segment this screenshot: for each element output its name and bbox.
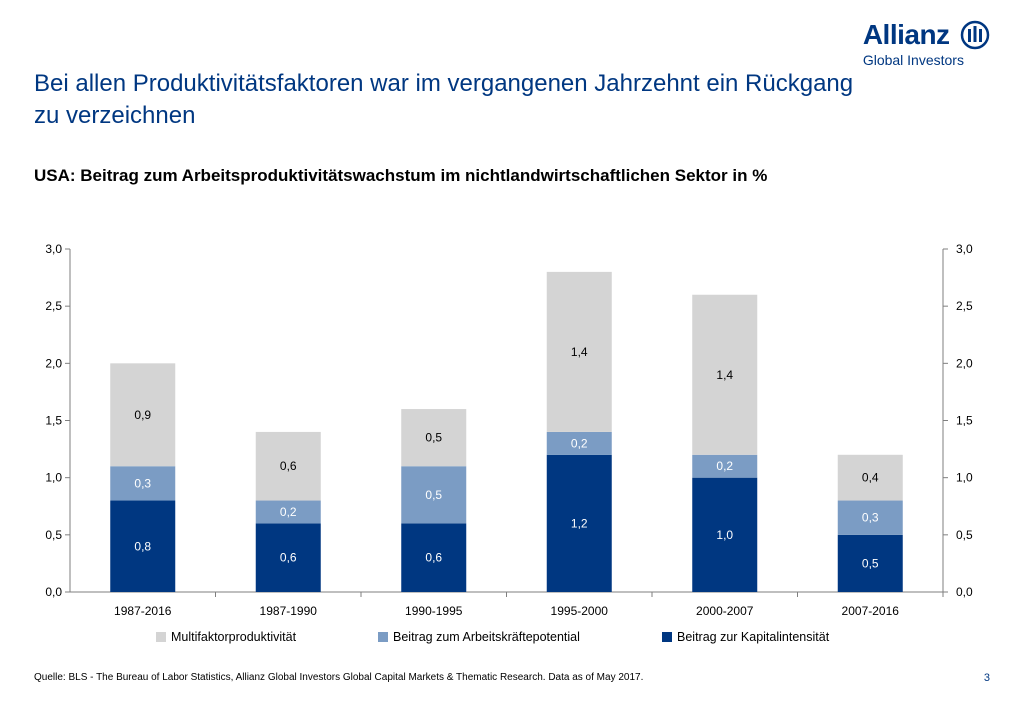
bar-segment [546,431,612,455]
bar-segment [255,431,321,501]
bar-segment [110,500,176,592]
y-tick-label-right: 0,5 [956,528,973,542]
y-tick-label-left: 3,0 [45,242,62,256]
bar-segment [692,454,758,478]
y-tick-label-left: 1,5 [45,414,62,428]
y-tick-label-right: 1,5 [956,414,973,428]
bar-data-label: 1,0 [716,528,733,542]
allianz-eagle-icon [960,20,990,50]
slide-title: Bei allen Produktivitätsfaktoren war im … [34,70,854,129]
bar-data-label: 0,5 [425,431,442,445]
y-tick-label-right: 2,5 [956,299,973,313]
bar-segment [837,454,903,501]
source-note: Quelle: BLS - The Bureau of Labor Statis… [34,672,644,683]
bar-segment [401,523,467,592]
bar-data-label: 0,6 [280,551,297,565]
y-tick-label-left: 2,0 [45,356,62,370]
legend-label: Multifaktorproduktivität [171,630,297,644]
bar-data-label: 0,2 [571,436,588,450]
bar-data-label: 0,3 [134,476,151,490]
legend-swatch [662,632,672,642]
y-tick-label-right: 3,0 [956,242,973,256]
legend-swatch [378,632,388,642]
y-tick-label-left: 0,5 [45,528,62,542]
bar-data-label: 0,5 [425,488,442,502]
bar-data-label: 1,2 [571,516,588,530]
allianz-logo: Allianz Global Investors [863,20,990,68]
legend-swatch [156,632,166,642]
x-tick-label: 1987-2016 [114,604,172,618]
bar-data-label: 0,2 [716,459,733,473]
y-tick-label-right: 0,0 [956,585,973,599]
bar-data-label: 0,9 [134,408,151,422]
bar-segment [546,271,612,432]
logo-brand: Allianz [862,19,950,50]
bar-data-label: 0,6 [425,551,442,565]
y-tick-label-left: 1,0 [45,471,62,485]
y-tick-label-right: 1,0 [956,471,973,485]
x-tick-label: 1995-2000 [551,604,609,618]
y-tick-label-left: 0,0 [45,585,62,599]
bar-segment [837,534,903,592]
bar-data-label: 0,3 [862,511,879,525]
bar-segment [692,294,758,455]
x-tick-label: 2000-2007 [696,604,754,618]
bar-segment [546,454,612,592]
bar-data-label: 0,6 [280,459,297,473]
bar-segment [692,477,758,592]
bar-segment [110,466,176,501]
y-tick-label-left: 2,5 [45,299,62,313]
bar-data-label: 0,2 [280,505,297,519]
x-tick-label: 1990-1995 [405,604,463,618]
x-tick-label: 1987-1990 [260,604,318,618]
bar-data-label: 0,4 [862,471,879,485]
bar-data-label: 0,5 [862,556,879,570]
bar-segment [255,500,321,524]
bar-segment [110,363,176,467]
bar-segment [837,500,903,535]
x-tick-label: 2007-2016 [842,604,900,618]
logo-subtitle: Global Investors [862,52,964,68]
bar-segment [255,523,321,592]
bar-data-label: 1,4 [716,368,733,382]
bar-data-label: 0,8 [134,539,151,553]
chart-subtitle: USA: Beitrag zum Arbeitsproduktivitätswa… [34,166,768,185]
legend-label: Beitrag zum Arbeitskräftepotential [393,630,580,644]
page-number: 3 [983,672,990,684]
legend-label: Beitrag zur Kapitalintensität [677,630,830,644]
bar-data-label: 1,4 [571,345,588,359]
bar-segment [401,409,467,467]
bar-segment [401,466,467,524]
y-tick-label-right: 2,0 [956,356,973,370]
